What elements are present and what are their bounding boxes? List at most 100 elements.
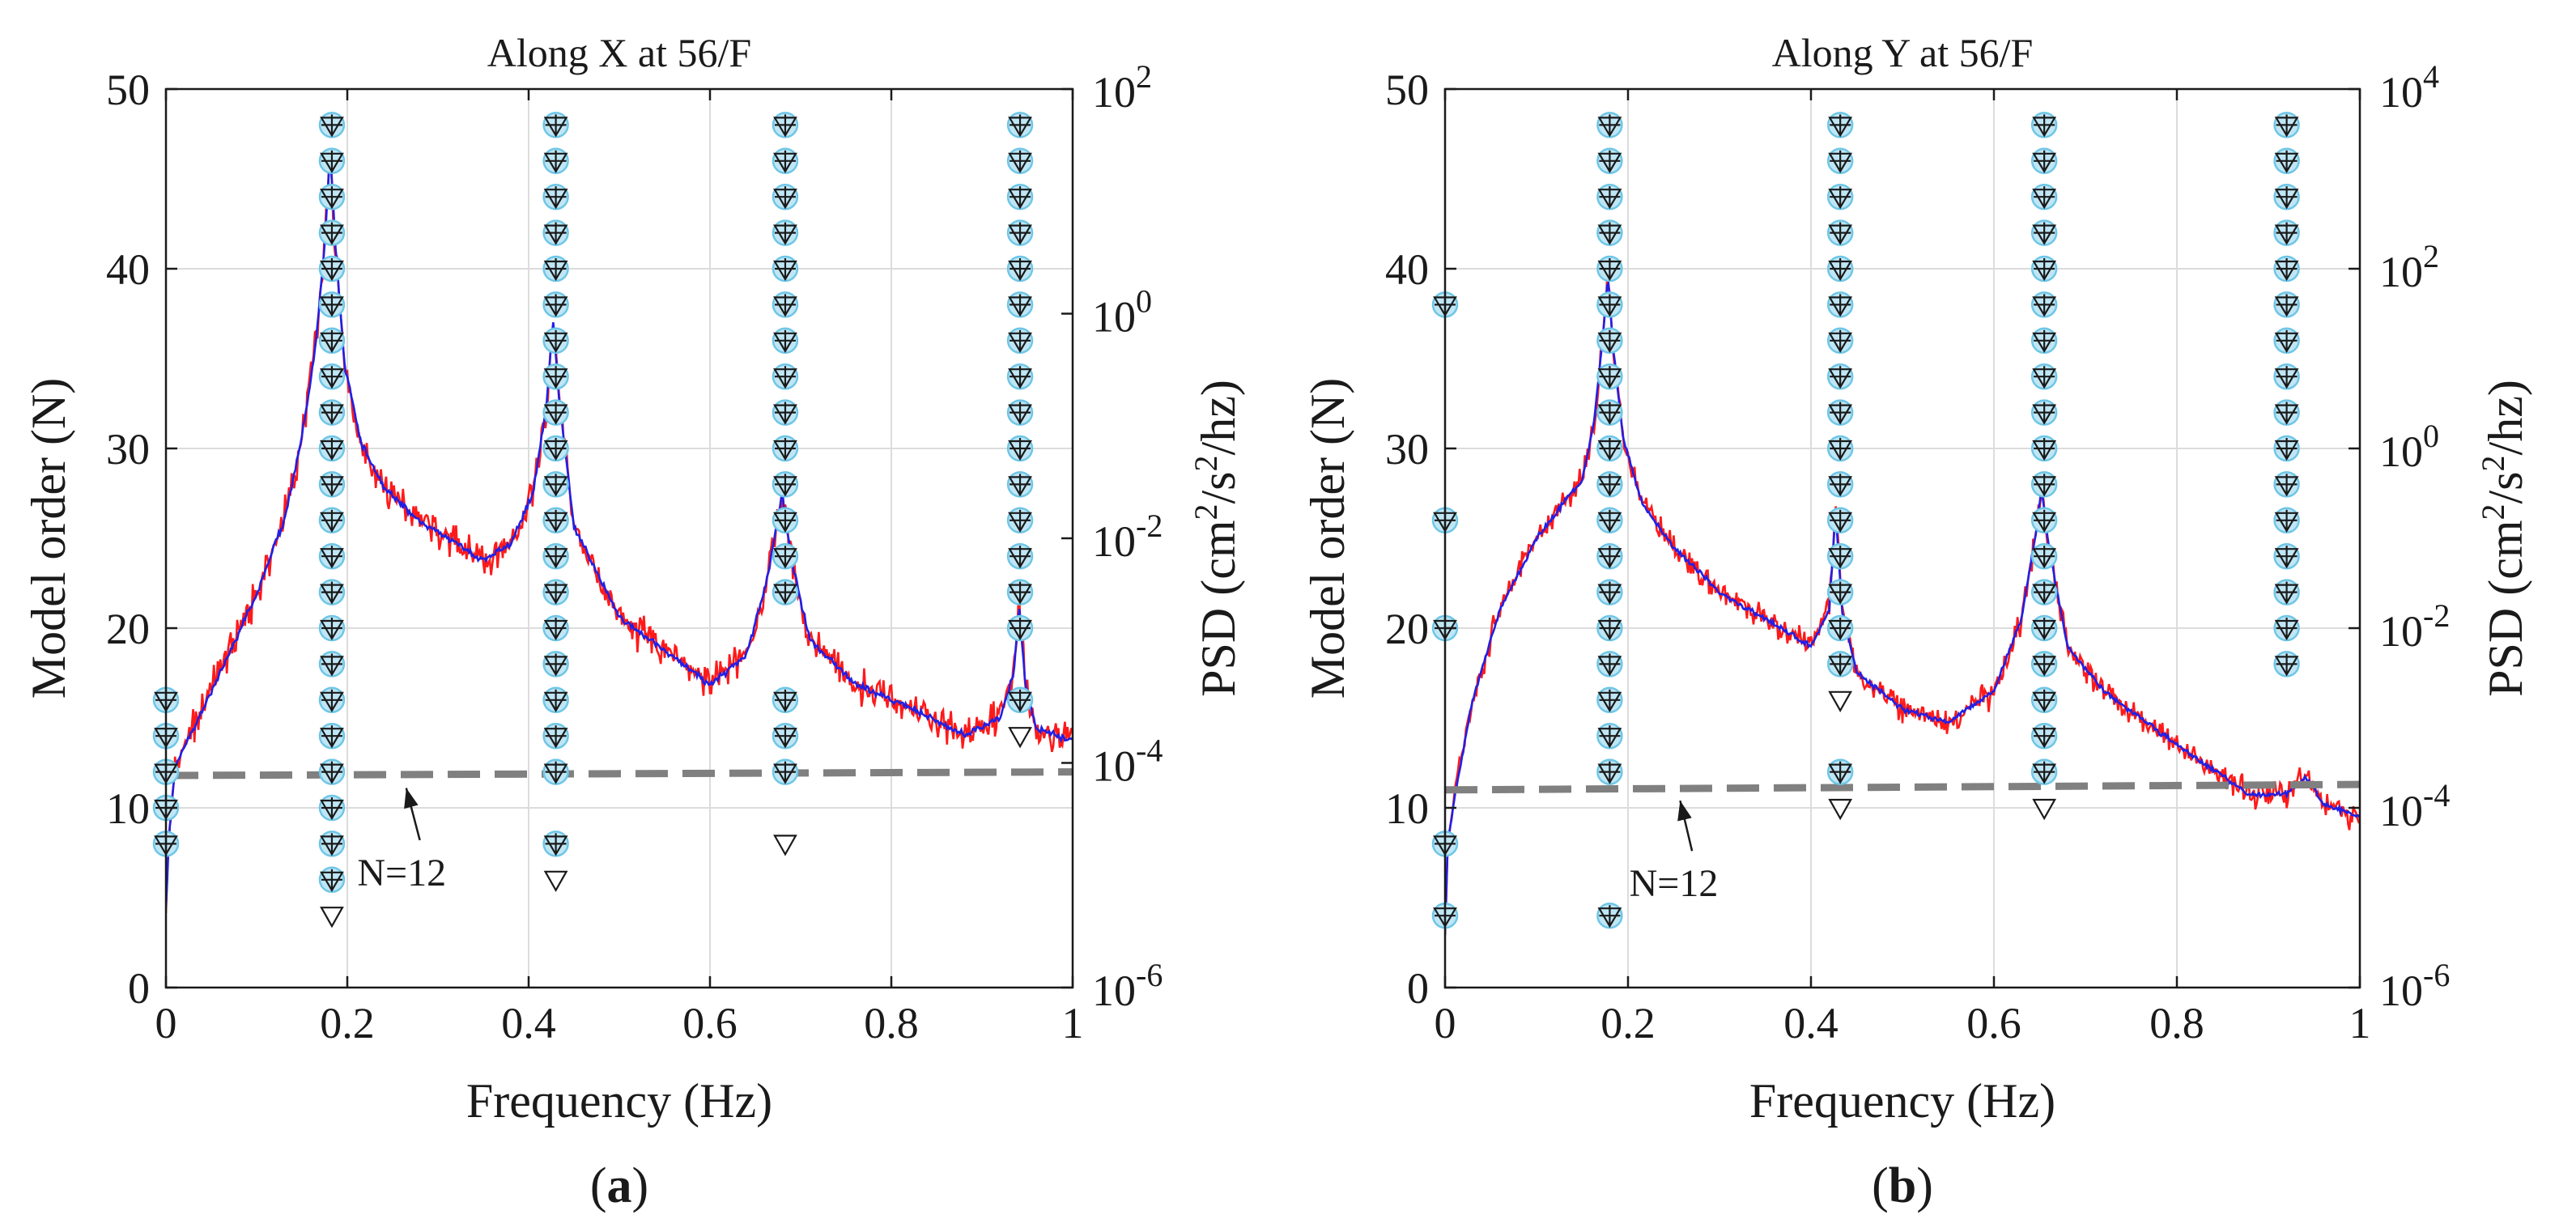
stable-pole-marker <box>1826 255 1854 283</box>
stable-pole-marker <box>2030 183 2058 210</box>
stable-pole-marker <box>542 183 569 210</box>
x-tick-label: 0.6 <box>682 999 738 1047</box>
y2-tick-label: 10-6 <box>1092 957 1163 1015</box>
panel-label: (b) <box>1872 1158 1933 1213</box>
stable-pole-marker <box>2030 147 2058 175</box>
stable-pole-marker <box>772 722 799 750</box>
y-axis-label: Model order (N) <box>1301 378 1354 699</box>
y2-tick-base: 10 <box>2379 427 2423 476</box>
y2-tick-exponent: 2 <box>1136 58 1152 95</box>
y2-tick-exponent: -2 <box>1136 508 1163 544</box>
stable-pole-marker <box>542 471 569 498</box>
y-tick-label: 30 <box>106 425 150 474</box>
stable-pole-marker <box>318 147 346 175</box>
psd-smoothed-line <box>166 159 1073 908</box>
stable-pole-marker <box>1596 579 1623 605</box>
stable-pole-marker <box>1596 327 1623 355</box>
y2-tick-exponent: -2 <box>2423 597 2450 634</box>
stable-pole-marker <box>1006 219 1034 246</box>
pole-markers <box>152 112 1034 928</box>
y2-tick-base: 10 <box>1092 742 1136 791</box>
stable-pole-marker <box>1006 327 1034 355</box>
stable-pole-marker <box>542 507 569 534</box>
stable-pole-marker <box>1596 542 1623 570</box>
stable-pole-marker <box>542 542 569 570</box>
stable-pole-marker <box>2273 614 2300 642</box>
stable-pole-marker <box>2273 471 2300 498</box>
stable-pole-marker <box>542 651 569 678</box>
y2-label-sup2: 2 <box>2475 455 2511 471</box>
panel-label-close: ) <box>632 1158 649 1213</box>
stable-pole-marker <box>2030 363 2058 390</box>
stable-pole-marker <box>318 255 346 283</box>
y2-label-mid: /s <box>2479 471 2532 503</box>
stable-pole-marker <box>772 327 799 355</box>
stable-pole-marker <box>1826 507 1854 534</box>
stable-pole-marker <box>2273 183 2300 210</box>
y-tick-label: 30 <box>1385 425 1429 474</box>
stable-pole-marker <box>542 579 569 605</box>
panel-label: (a) <box>590 1158 648 1213</box>
y2-tick-exponent: -4 <box>2423 777 2450 814</box>
axes-box <box>1443 87 2361 989</box>
stable-pole-marker <box>318 614 346 642</box>
stable-pole-marker <box>772 399 799 426</box>
annotation-label: N=12 <box>357 852 446 894</box>
stable-pole-marker <box>1596 112 1623 138</box>
stable-pole-marker <box>2273 579 2300 605</box>
stable-pole-marker <box>1596 363 1623 390</box>
stable-pole-marker <box>2273 255 2300 283</box>
stable-pole-marker <box>318 435 346 462</box>
stable-pole-marker <box>2273 435 2300 462</box>
x-axis-label: Frequency (Hz) <box>466 1074 772 1128</box>
y2-tick-exponent: -6 <box>1136 957 1163 993</box>
stable-pole-marker <box>1006 579 1034 605</box>
stable-pole-marker <box>1596 219 1623 246</box>
stable-pole-marker <box>318 542 346 570</box>
stable-pole-marker <box>1596 686 1623 714</box>
stable-pole-marker <box>1006 112 1034 138</box>
unstable-pole-marker <box>543 870 568 893</box>
stable-pole-marker <box>2273 291 2300 318</box>
stable-pole-marker <box>1006 614 1034 642</box>
y-tick-label: 40 <box>106 245 150 294</box>
stable-pole-marker <box>318 219 346 246</box>
unstable-pole-marker <box>1828 690 1853 713</box>
y2-tick-label: 10-2 <box>2379 597 2450 656</box>
y-tick-label: 20 <box>1385 605 1429 653</box>
stable-pole-marker <box>1826 435 1854 462</box>
y2-label-sup1: 2 <box>2475 503 2511 520</box>
psd-smoothed-line <box>1445 279 2360 936</box>
stable-pole-marker <box>1006 255 1034 283</box>
stable-pole-marker <box>1826 291 1854 318</box>
stable-pole-marker <box>2030 255 2058 283</box>
stable-pole-marker <box>318 579 346 605</box>
stable-pole-marker <box>1006 471 1034 498</box>
stable-pole-marker <box>2273 399 2300 426</box>
stable-pole-marker <box>318 112 346 138</box>
stable-pole-marker <box>542 399 569 426</box>
stable-pole-marker <box>2273 327 2300 355</box>
y2-label-sup2: 2 <box>1188 455 1224 471</box>
stable-pole-marker <box>2030 399 2058 426</box>
stable-pole-marker <box>2030 219 2058 246</box>
stable-pole-marker <box>1596 255 1623 283</box>
y2-tick-base: 10 <box>1092 966 1136 1015</box>
stable-pole-marker <box>318 831 346 857</box>
stable-pole-marker <box>772 758 799 785</box>
y-tick-label: 50 <box>1385 66 1429 114</box>
y2-tick-base: 10 <box>2379 607 2423 656</box>
stable-pole-marker <box>772 183 799 210</box>
stable-pole-marker <box>318 291 346 318</box>
stable-pole-marker <box>1596 435 1623 462</box>
stable-pole-marker <box>1826 471 1854 498</box>
stable-pole-marker <box>2030 542 2058 570</box>
annotation-label: N=12 <box>1630 862 1719 905</box>
unstable-pole-marker <box>1828 798 1853 821</box>
stable-pole-marker <box>2030 435 2058 462</box>
y2-label-mid: /s <box>1192 471 1245 503</box>
stable-pole-marker <box>2030 507 2058 534</box>
x-tick-label: 0 <box>155 999 177 1047</box>
stable-pole-marker <box>1596 399 1623 426</box>
stable-pole-marker <box>772 291 799 318</box>
